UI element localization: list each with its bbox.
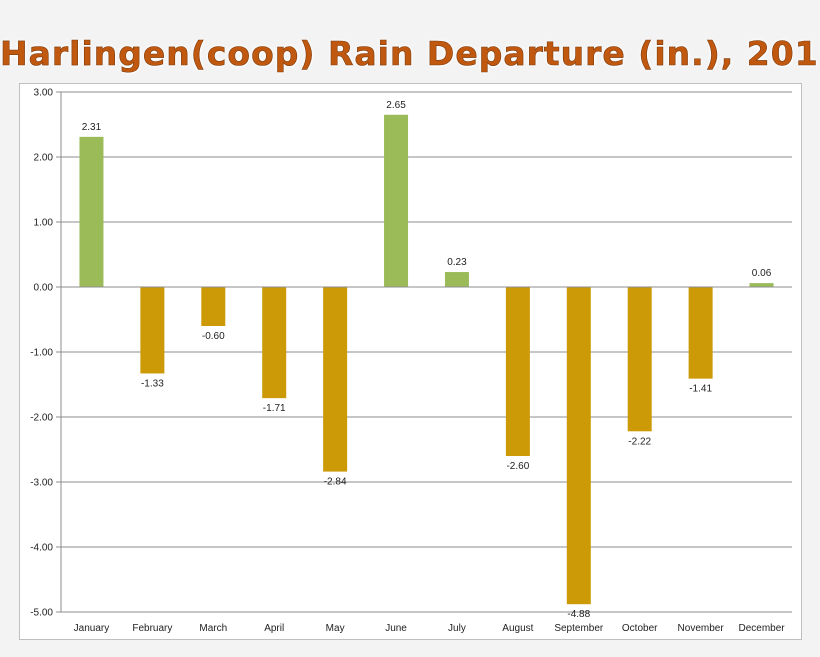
- bar: [505, 287, 530, 456]
- y-tick-label: -2.00: [30, 413, 53, 424]
- data-label: -2.22: [628, 436, 651, 447]
- x-tick-label: May: [326, 623, 345, 634]
- x-tick-label: June: [385, 623, 407, 634]
- data-label: -1.41: [689, 384, 712, 395]
- y-tick-label: 1.00: [34, 218, 54, 229]
- x-tick-label: April: [264, 623, 284, 634]
- data-label: -1.71: [263, 403, 286, 414]
- gridlines: [56, 91, 792, 613]
- x-tick-label: October: [622, 623, 658, 634]
- y-tick-label: -5.00: [30, 608, 53, 619]
- x-tick-label: March: [199, 623, 227, 634]
- chart-title: Harlingen(coop) Rain Departure (in.), 20…: [0, 34, 820, 74]
- bar: [384, 114, 409, 287]
- y-tick-label: -4.00: [30, 543, 53, 554]
- y-tick-label: 3.00: [34, 88, 54, 99]
- bar: [262, 287, 287, 399]
- y-axis-ticks: 3.00 2.00 1.00 0.00 -1.00 -2.00 -3.00 -4.00 -5.0…: [30, 88, 53, 619]
- bar: [627, 287, 652, 432]
- data-label: 2.65: [386, 100, 406, 111]
- data-label: 0.06: [752, 268, 772, 279]
- data-label: 0.23: [447, 257, 467, 268]
- data-label: -0.60: [202, 331, 225, 342]
- y-tick-label: -3.00: [30, 478, 53, 489]
- x-tick-label: January: [74, 623, 110, 634]
- y-tick-label: -1.00: [30, 348, 53, 359]
- y-tick-label: 2.00: [34, 153, 54, 164]
- bar: [749, 283, 774, 287]
- bars: [79, 114, 774, 605]
- x-axis-ticks: January February March April May June July Augu…: [61, 286, 792, 634]
- data-label: -2.60: [506, 461, 529, 472]
- data-label: -4.88: [567, 609, 590, 620]
- x-tick-label: December: [738, 623, 785, 634]
- data-label: 2.31: [82, 122, 102, 133]
- bar: [566, 287, 591, 605]
- x-tick-label: July: [448, 623, 466, 634]
- bar: [323, 287, 348, 472]
- bar: [140, 287, 165, 374]
- x-tick-label: November: [678, 623, 725, 634]
- y-tick-label: 0.00: [34, 283, 54, 294]
- bar: [688, 287, 713, 379]
- bar: [201, 287, 226, 326]
- x-tick-label: August: [502, 623, 533, 634]
- data-label: -2.84: [324, 477, 347, 488]
- data-label: -1.33: [141, 378, 164, 389]
- data-labels: 2.31 -1.33 -0.60 -1.71 -2.84 2.65 0.23 -2.60 -4.…: [82, 100, 772, 620]
- x-tick-label: September: [554, 623, 604, 634]
- bar: [79, 136, 104, 287]
- bar: [444, 272, 469, 287]
- x-tick-label: February: [132, 623, 172, 634]
